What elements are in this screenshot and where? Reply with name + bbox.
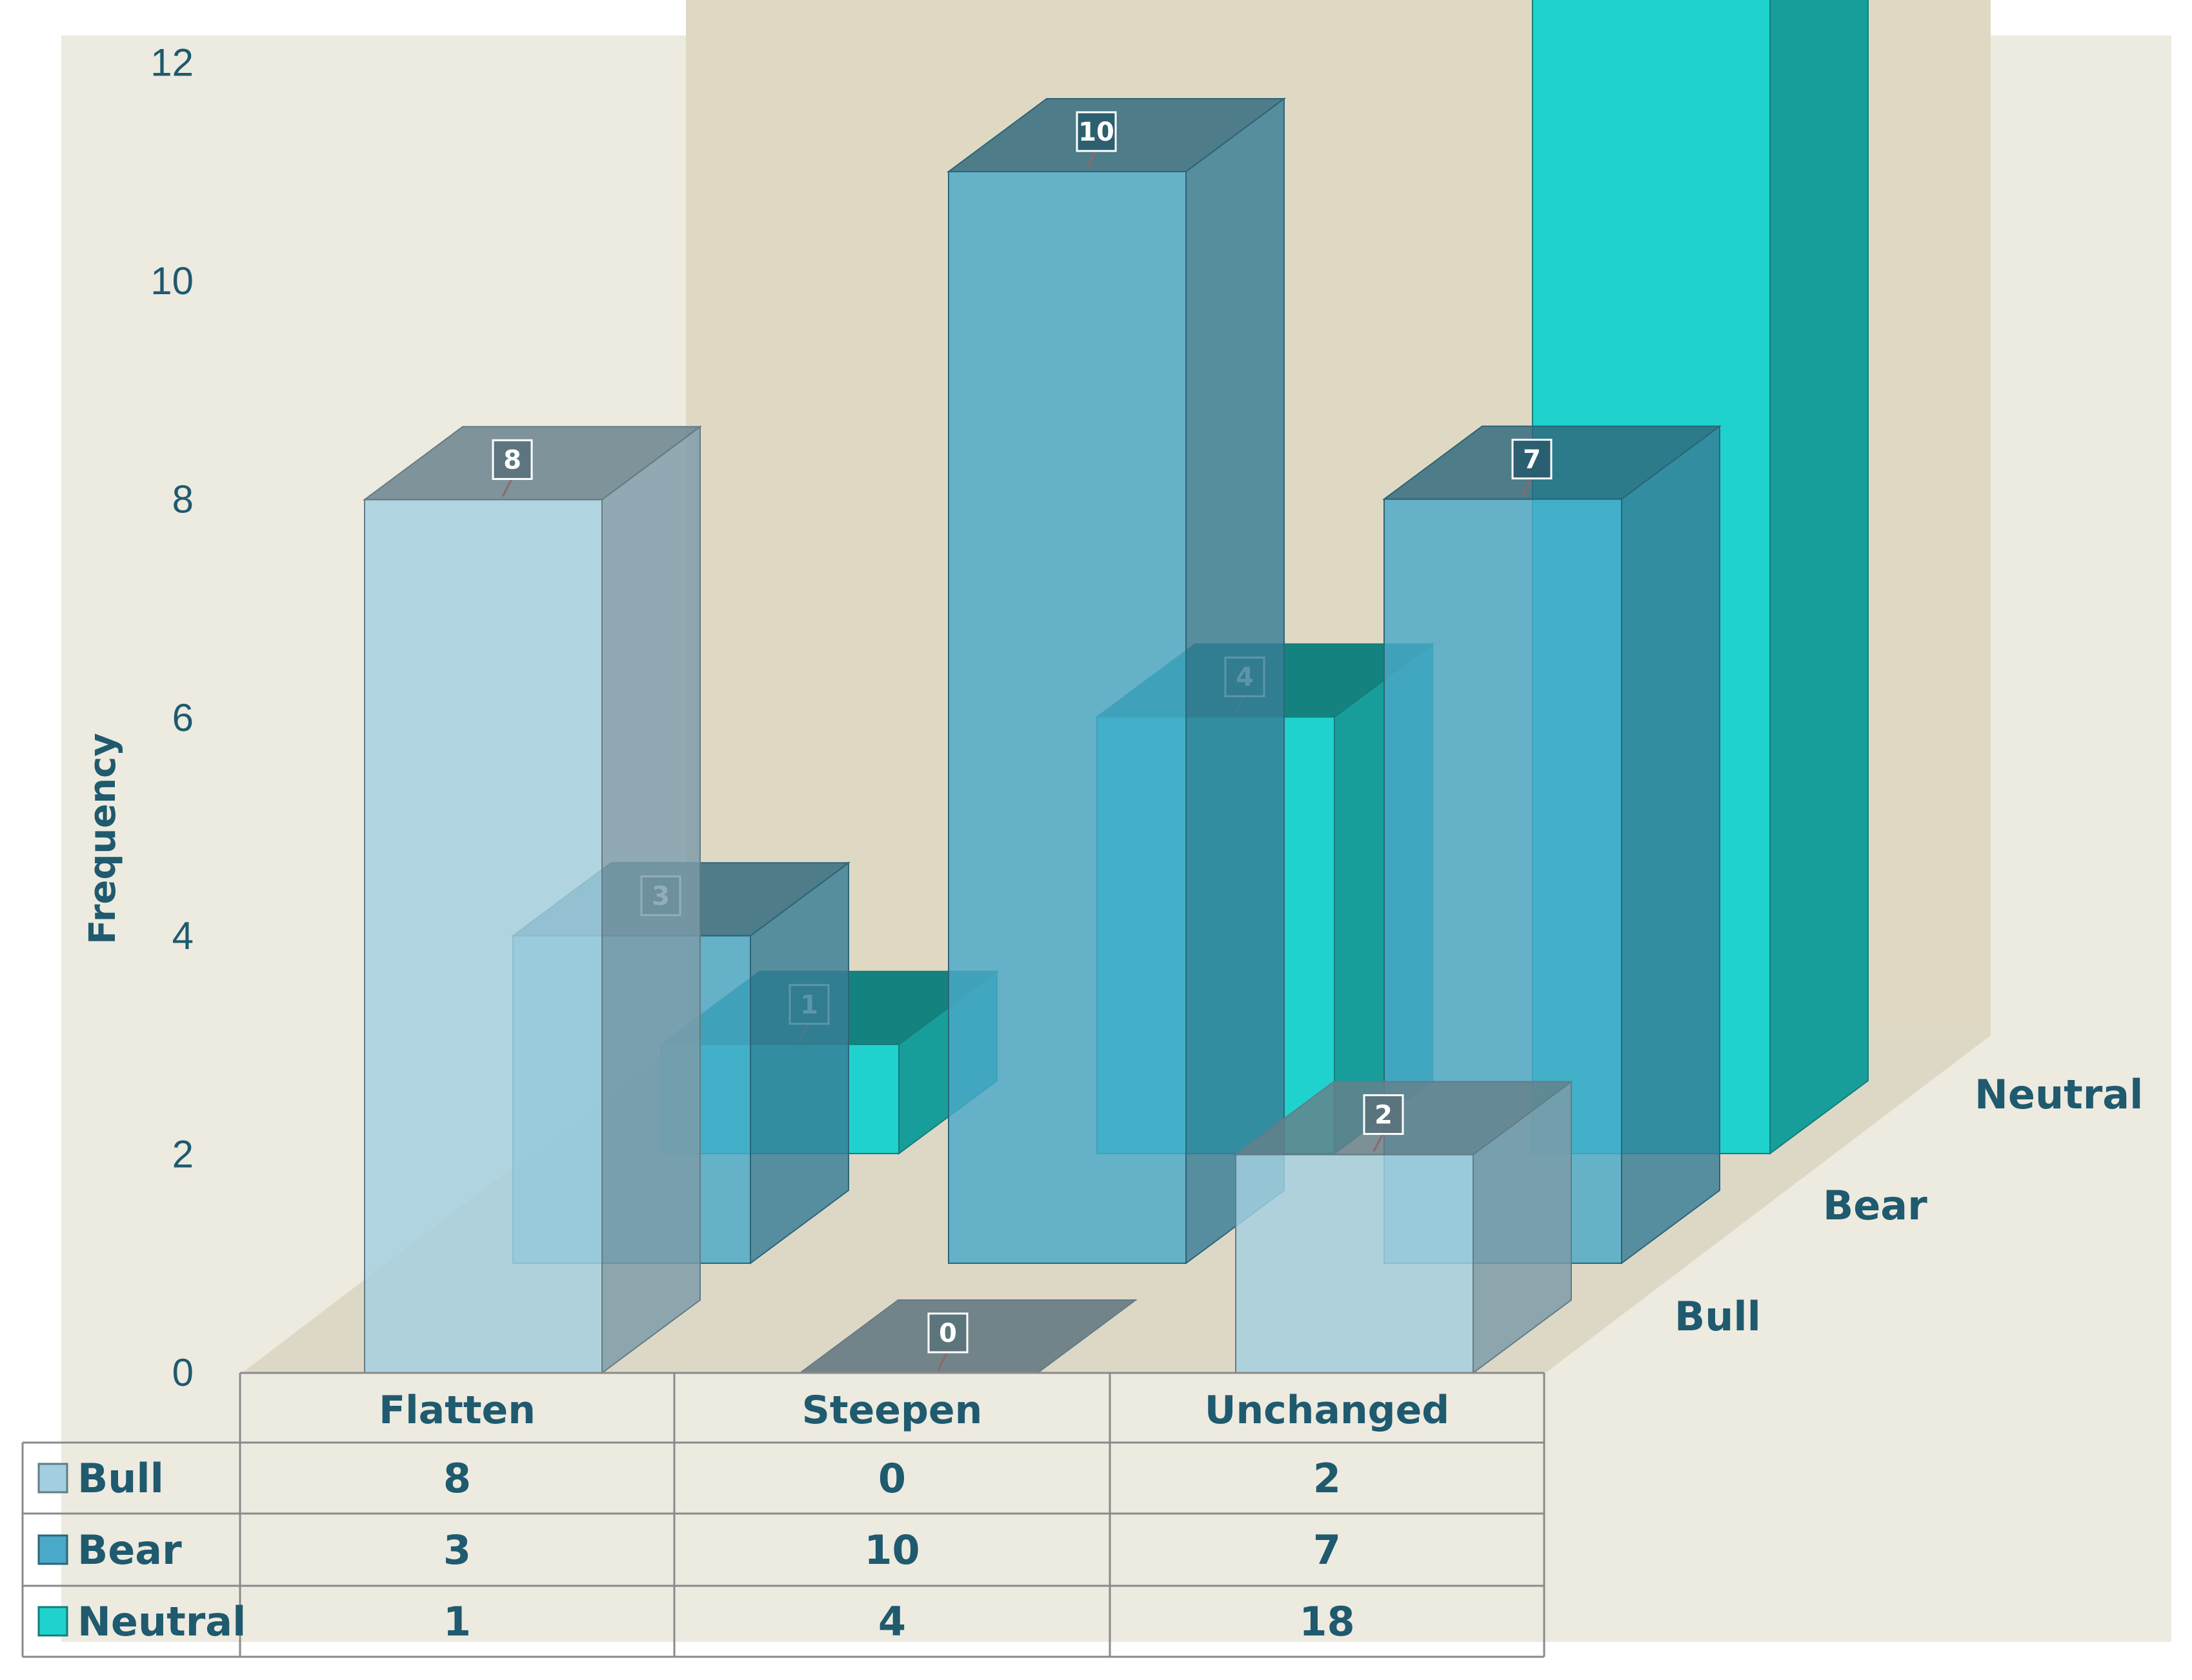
data-label-box: [1076, 111, 1117, 152]
bars: 14183107802: [362, 0, 1869, 1374]
series-label-bull: Bull: [1674, 1293, 1761, 1340]
data-label-box: [1363, 1094, 1404, 1135]
bar-front-face: [1235, 1154, 1474, 1374]
table-cell: 8: [443, 1455, 471, 1502]
legend-key-bear: [37, 1534, 68, 1565]
table-row-label-bull: Bull: [77, 1455, 164, 1502]
data-label-leader: [501, 477, 514, 497]
table-row-label-bear: Bear: [77, 1526, 182, 1574]
data-label-leader: [937, 1350, 949, 1370]
data-label-leader: [1521, 476, 1533, 497]
table-row-label-neutral: Neutral: [77, 1598, 246, 1645]
table-cell: 7: [1313, 1526, 1341, 1574]
data-label-box: [1511, 439, 1553, 480]
bar-side-face: [601, 425, 701, 1374]
y-axis: 024681012141618: [150, 41, 194, 1394]
y-tick-label: 6: [172, 696, 194, 739]
bar-bull-flatten: 8: [362, 425, 703, 1374]
category-label-unchanged: Unchanged: [1205, 1388, 1450, 1433]
table-cell: 3: [443, 1526, 471, 1574]
bar-bull-unchanged: 2: [1233, 1080, 1574, 1374]
bar-side-face: [1621, 425, 1720, 1265]
series-label-bear: Bear: [1823, 1182, 1927, 1229]
legend-key-bull: [37, 1463, 68, 1494]
data-label-leader: [1373, 1132, 1385, 1152]
data-label: 7: [1523, 445, 1541, 475]
category-label-steepen: Steepen: [802, 1388, 983, 1433]
data-label: 0: [939, 1319, 957, 1348]
data-label: 8: [503, 445, 521, 475]
table-cell: 4: [878, 1598, 906, 1645]
legend-key-neutral: [37, 1606, 68, 1637]
table-cell: 18: [1299, 1598, 1354, 1645]
data-label-box: [492, 439, 533, 480]
data-label: 2: [1374, 1101, 1393, 1130]
table-cell: 2: [1313, 1455, 1341, 1502]
y-tick-label: 12: [150, 41, 194, 85]
table-cell: 0: [878, 1455, 906, 1502]
data-label-box: [927, 1312, 969, 1354]
data-table: Flatten Steepen Unchanged Bull 8 0 2 Bear 3 10 7 Ne…: [21, 1372, 1545, 1658]
category-label-flatten: Flatten: [379, 1388, 536, 1433]
y-tick-label: 2: [172, 1133, 194, 1176]
y-tick-label: 0: [172, 1351, 194, 1394]
series-label-neutral: Neutral: [1975, 1071, 2143, 1118]
data-label-leader: [1085, 149, 1098, 169]
y-tick-label: 10: [150, 259, 194, 303]
y-tick-label: 8: [172, 477, 194, 521]
bar-front-face: [364, 499, 603, 1374]
table-cell: 1: [443, 1598, 471, 1645]
data-label: 10: [1078, 117, 1114, 147]
table-cell: 10: [864, 1526, 920, 1574]
y-axis-title: Frequency: [82, 733, 124, 945]
bar-bear-steepen: 10: [946, 97, 1287, 1265]
bar-side-face: [1769, 0, 1869, 1155]
bar-bull-steepen: 0: [798, 1299, 1138, 1374]
series-depth-labels: Bull Bear Neutral: [1674, 1071, 2143, 1340]
bar-side-face: [1185, 97, 1285, 1265]
bar-front-face: [948, 171, 1187, 1264]
y-tick-label: 4: [172, 914, 194, 957]
